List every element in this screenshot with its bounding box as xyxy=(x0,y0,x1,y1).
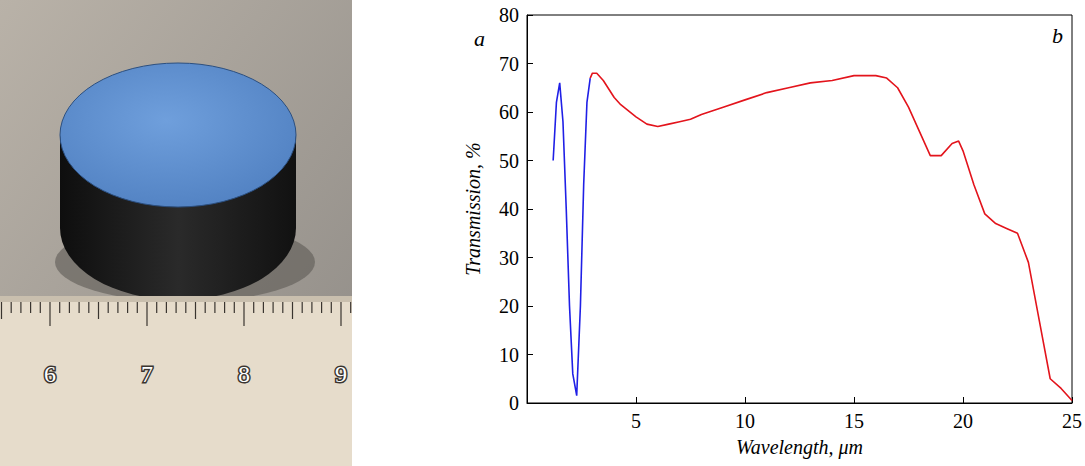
svg-text:20: 20 xyxy=(953,410,973,432)
svg-text:40: 40 xyxy=(499,198,519,220)
svg-text:0: 0 xyxy=(509,392,519,414)
svg-text:50: 50 xyxy=(499,150,519,172)
svg-text:6: 6 xyxy=(44,361,56,387)
svg-text:30: 30 xyxy=(499,247,519,269)
svg-text:5: 5 xyxy=(631,410,641,432)
svg-text:80: 80 xyxy=(499,4,519,26)
svg-text:70: 70 xyxy=(499,53,519,75)
svg-text:15: 15 xyxy=(844,410,864,432)
svg-text:b: b xyxy=(1052,23,1063,48)
svg-text:10: 10 xyxy=(499,344,519,366)
svg-text:60: 60 xyxy=(499,101,519,123)
html-text:a: a xyxy=(474,26,485,51)
svg-text:10: 10 xyxy=(735,410,755,432)
svg-text:Transmission, %: Transmission, % xyxy=(462,142,484,275)
svg-text:Wavelength, μm: Wavelength, μm xyxy=(736,436,863,459)
svg-text:20: 20 xyxy=(499,295,519,317)
svg-text:25: 25 xyxy=(1062,410,1082,432)
svg-text:8: 8 xyxy=(238,361,250,387)
svg-text:7: 7 xyxy=(141,361,153,387)
svg-text:9: 9 xyxy=(335,361,347,387)
